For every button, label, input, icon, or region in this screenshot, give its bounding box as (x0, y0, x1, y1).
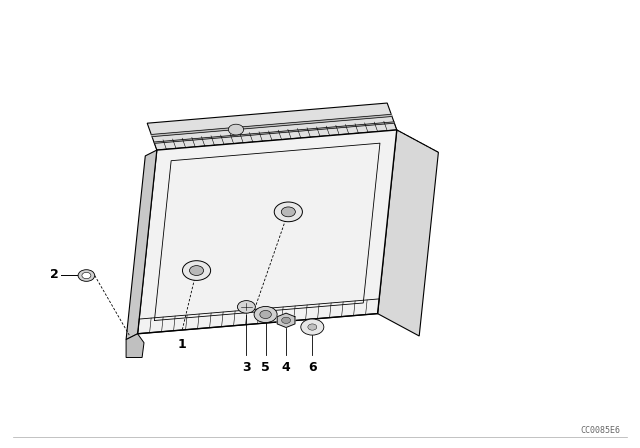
Circle shape (301, 319, 324, 335)
Polygon shape (126, 150, 157, 340)
Circle shape (182, 261, 211, 280)
Polygon shape (154, 122, 394, 143)
Circle shape (282, 317, 291, 323)
Circle shape (260, 310, 271, 319)
Polygon shape (277, 313, 295, 327)
Polygon shape (138, 130, 397, 334)
Text: 6: 6 (308, 361, 317, 374)
Circle shape (78, 270, 95, 281)
Text: 2: 2 (50, 268, 59, 281)
Circle shape (237, 301, 255, 313)
Polygon shape (126, 334, 144, 358)
Text: 3: 3 (242, 361, 251, 374)
Circle shape (275, 202, 302, 222)
Text: 5: 5 (261, 361, 270, 374)
Polygon shape (378, 130, 438, 336)
Text: 4: 4 (282, 361, 291, 374)
Circle shape (82, 272, 91, 279)
Polygon shape (151, 114, 392, 137)
Circle shape (228, 124, 244, 135)
Circle shape (308, 324, 317, 330)
Text: 1: 1 (178, 338, 187, 351)
Circle shape (282, 207, 296, 217)
Text: CC0085E6: CC0085E6 (581, 426, 621, 435)
Circle shape (189, 266, 204, 276)
Polygon shape (147, 103, 397, 150)
Circle shape (254, 306, 277, 323)
